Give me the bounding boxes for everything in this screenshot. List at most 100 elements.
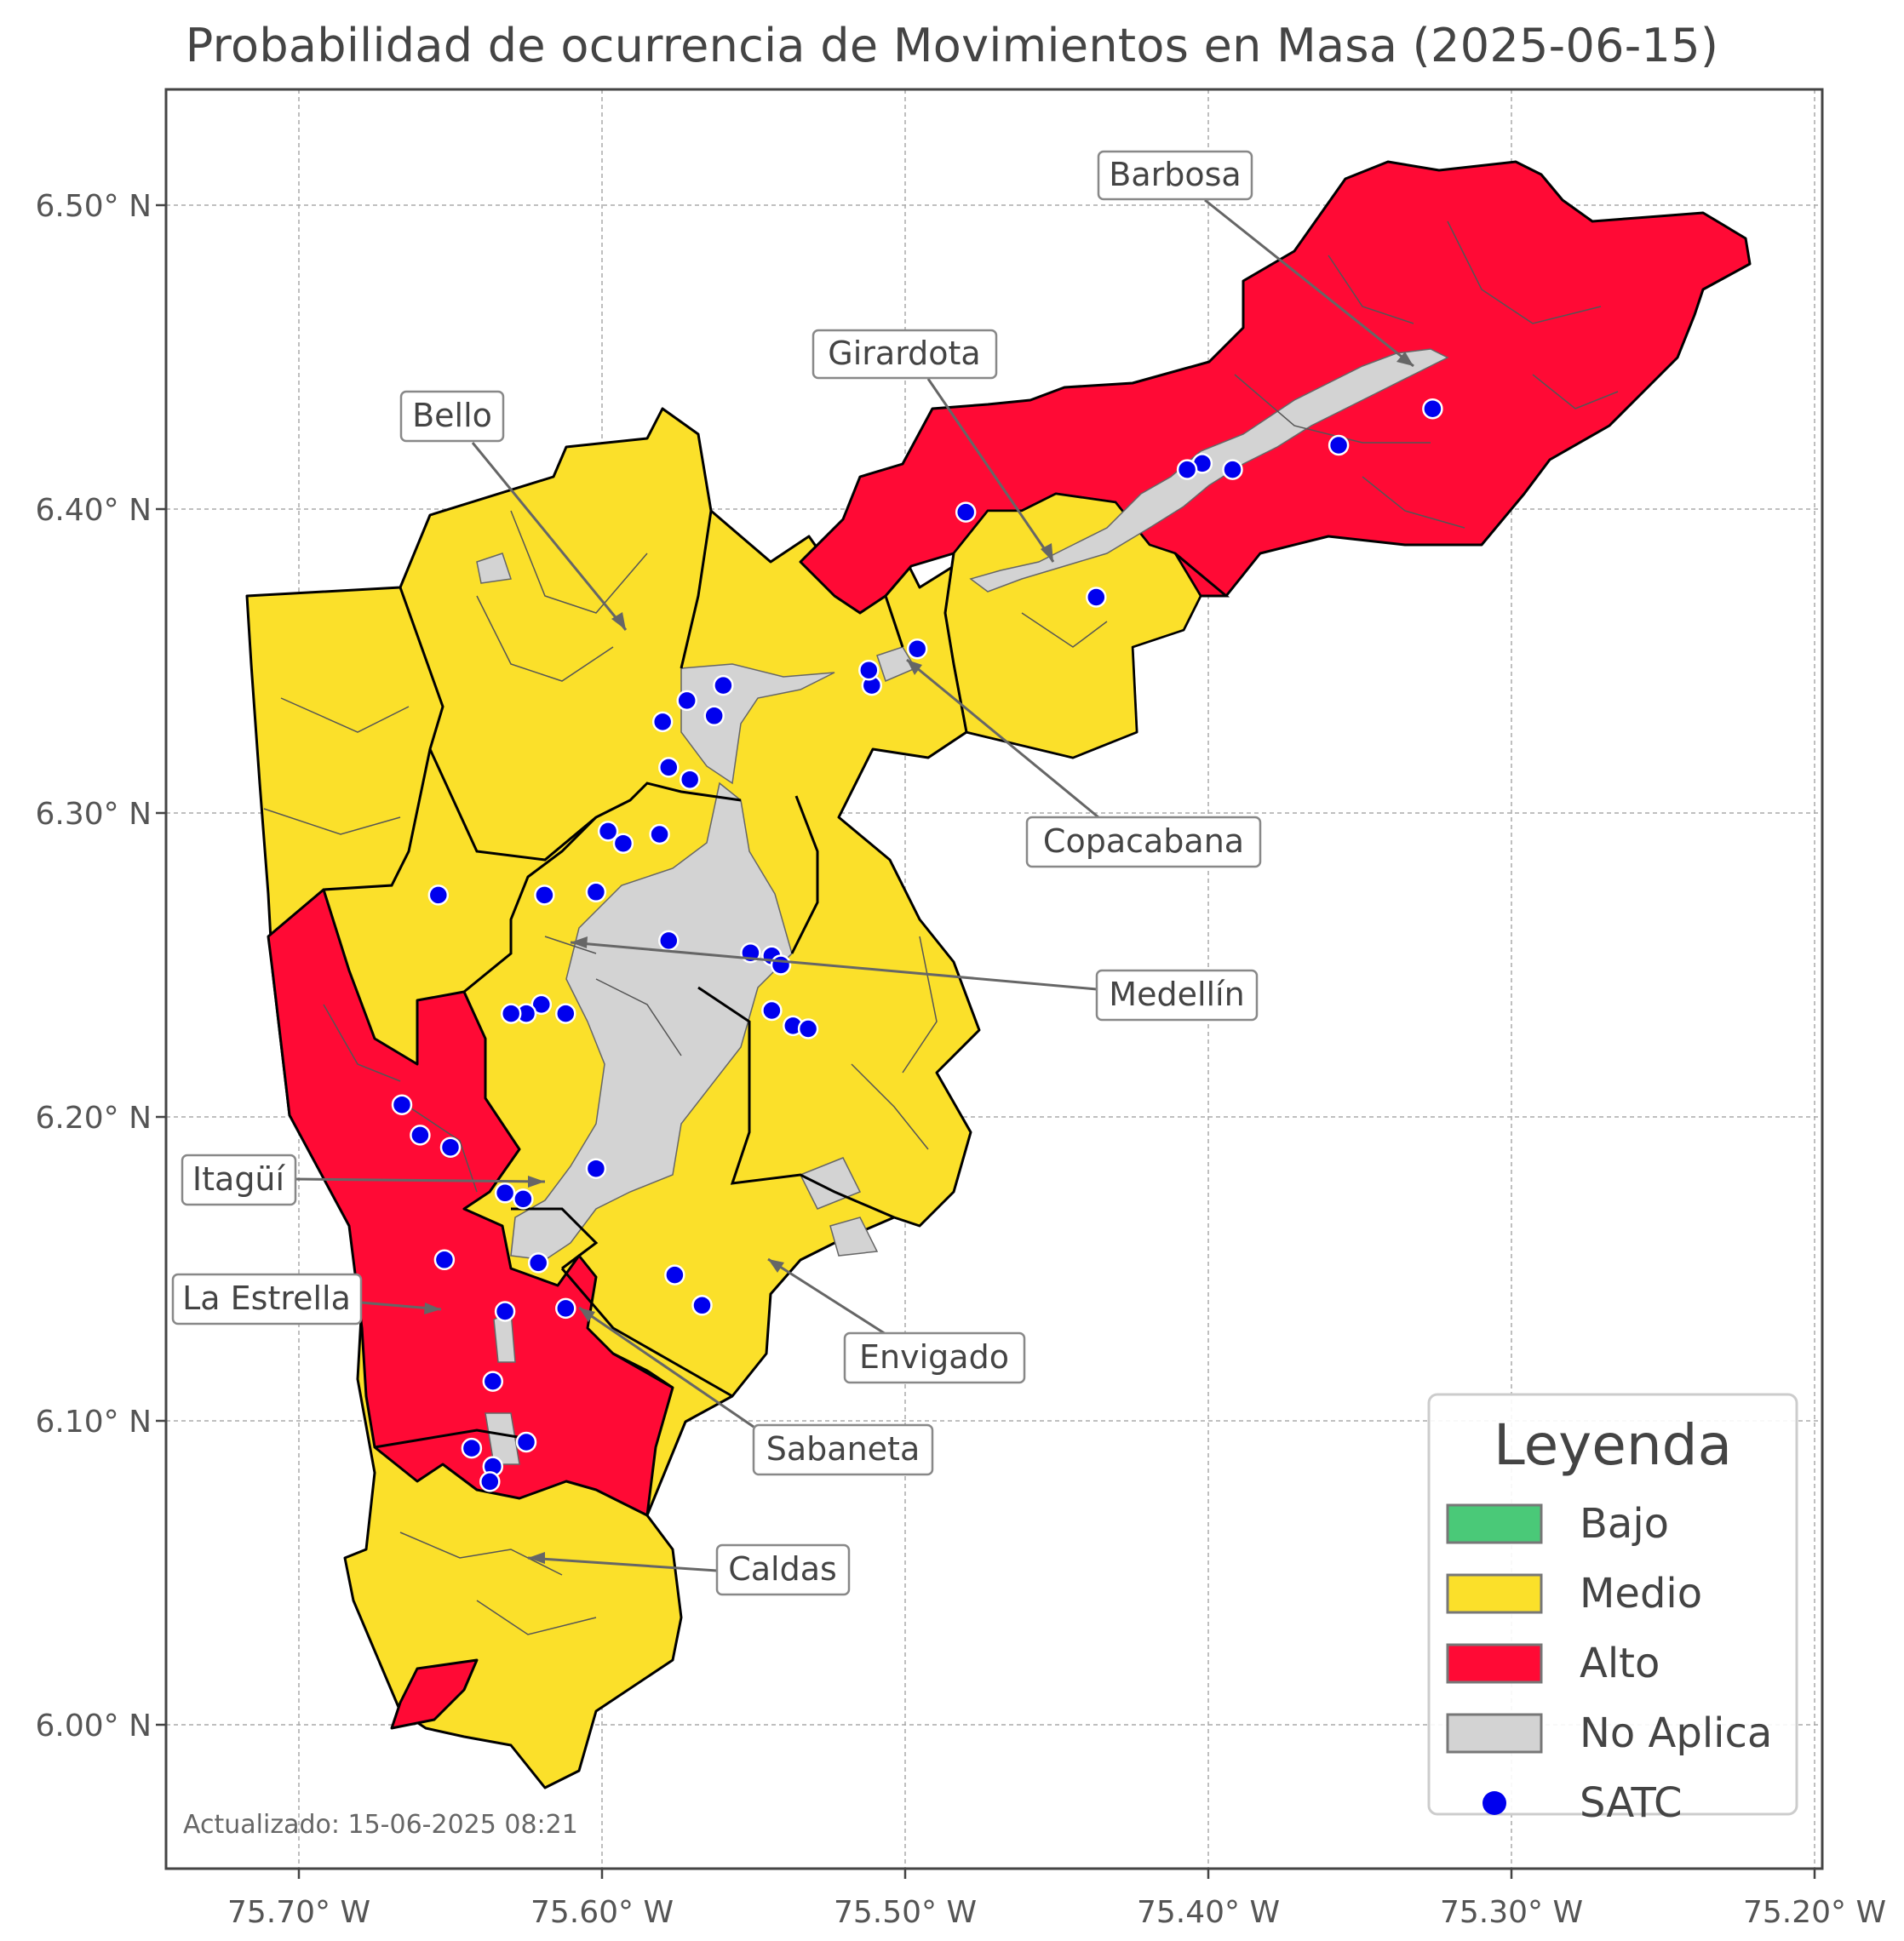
region-alto-west [267, 888, 674, 1517]
annotation-itagui: Itagüí [181, 1154, 546, 1206]
satc-station-marker [391, 1094, 413, 1115]
satc-station-marker [585, 1158, 607, 1179]
satc-station-marker [530, 993, 553, 1016]
satc-station-marker [797, 1018, 819, 1039]
annotation-sabaneta-label: Sabaneta [766, 1430, 920, 1468]
satc-station-marker [761, 999, 783, 1022]
annotation-la-estrella: La Estrella [171, 1273, 442, 1325]
legend-swatch [1446, 1503, 1543, 1544]
x-tick-label: 75.50° W [834, 1895, 977, 1930]
satc-station-marker [534, 885, 555, 906]
annotation-bello: Bello [399, 390, 628, 631]
satc-station-marker [500, 1003, 522, 1024]
plot-frame [164, 88, 1824, 1870]
legend-swatch [1446, 1643, 1543, 1684]
x-tick-label: 75.20° W [1743, 1895, 1886, 1930]
annotation-medellin-label: Medellín [1109, 976, 1244, 1013]
annotations: Barbosa Girardota Bello Copacabana Medel… [171, 150, 1414, 1596]
y-axis-labels: 6.50° N 6.40° N 6.30° N 6.20° N 6.10° N … [35, 189, 152, 1743]
satc-station-marker [494, 1182, 516, 1204]
region-alto-south [390, 1658, 479, 1730]
legend: Leyenda Bajo Medio Alto No Aplica SATC [1427, 1393, 1798, 1827]
y-tick-label: 6.10° N [35, 1405, 152, 1440]
vereda-boundaries [263, 220, 1619, 1635]
satc-station-marker [585, 881, 607, 903]
satc-station-marker [1086, 587, 1107, 608]
satc-station-marker [658, 930, 680, 952]
legend-marker [1482, 1791, 1506, 1815]
satc-station-marker [1222, 459, 1243, 480]
legend-label: SATC [1580, 1779, 1683, 1827]
annotation-itagui-label: Itagüí [192, 1160, 286, 1198]
satc-station-marker [906, 638, 928, 660]
satc-station-marker [955, 501, 977, 523]
satc-station-marker [433, 1249, 456, 1271]
x-tick-label: 75.60° W [530, 1895, 674, 1930]
legend-label: Medio [1580, 1570, 1702, 1618]
annotation-barbosa-label: Barbosa [1109, 156, 1241, 193]
annotation-la-estrella-label: La Estrella [182, 1280, 351, 1317]
legend-item-alto: Alto [1446, 1640, 1660, 1687]
annotation-copacabana: Copacabana [906, 658, 1262, 868]
satc-station-marker [515, 1431, 537, 1453]
satc-station-marker [479, 1471, 501, 1492]
legend-swatch [1446, 1573, 1543, 1614]
legend-title: Leyenda [1494, 1412, 1732, 1478]
satc-station-marker [494, 1301, 516, 1322]
satc-station-marker [555, 1297, 576, 1320]
satc-station-marker [651, 711, 674, 733]
map-title: Probabilidad de ocurrencia de Movimiento… [185, 19, 1719, 72]
satc-station-marker [1176, 459, 1198, 480]
satc-station-marker [676, 690, 697, 712]
x-tick-label: 75.70° W [227, 1895, 370, 1930]
annotation-barbosa: Barbosa [1097, 150, 1414, 368]
legend-label: Bajo [1580, 1500, 1669, 1548]
satc-stations [391, 398, 1443, 1492]
satc-station-marker [664, 1264, 685, 1285]
satc-station-marker [703, 705, 725, 727]
legend-item-no-aplica: No Aplica [1446, 1709, 1772, 1757]
legend-swatch [1446, 1713, 1543, 1754]
satc-station-marker [612, 833, 634, 854]
legend-label: No Aplica [1580, 1709, 1772, 1757]
satc-station-marker [649, 823, 670, 845]
satc-station-marker [1328, 434, 1350, 456]
legend-label: Alto [1580, 1640, 1660, 1687]
annotation-envigado-label: Envigado [859, 1338, 1009, 1376]
satc-station-marker [679, 769, 701, 790]
legend-item-bajo: Bajo [1446, 1500, 1669, 1548]
annotation-caldas: Caldas [527, 1543, 851, 1596]
annotation-copacabana-label: Copacabana [1043, 822, 1244, 860]
x-axis-labels: 75.70° W 75.60° W 75.50° W 75.40° W 75.3… [227, 1895, 1886, 1930]
region-alto-northeast [799, 160, 1752, 615]
satc-station-marker [555, 1003, 576, 1024]
y-tick-label: 6.00° N [35, 1709, 152, 1743]
legend-item-satc: SATC [1482, 1779, 1683, 1827]
y-tick-label: 6.50° N [35, 189, 152, 224]
annotation-caldas-label: Caldas [728, 1550, 837, 1588]
satc-station-marker [439, 1137, 462, 1158]
legend-item-medio: Medio [1446, 1570, 1702, 1618]
satc-station-marker [1422, 398, 1443, 420]
municipal-boundaries [323, 510, 1230, 1449]
satc-station-marker [597, 821, 619, 842]
annotation-sabaneta: Sabaneta [578, 1306, 934, 1476]
satc-station-marker [713, 674, 734, 696]
annotation-bello-label: Bello [412, 397, 492, 434]
satc-station-marker [858, 659, 880, 681]
annotation-envigado: Envigado [767, 1257, 1026, 1384]
satc-station-marker [410, 1125, 431, 1146]
satc-station-marker [658, 757, 680, 778]
updated-timestamp: Actualizado: 15-06-2025 08:21 [183, 1810, 578, 1840]
y-tick-label: 6.40° N [35, 493, 152, 528]
satc-station-marker [770, 954, 792, 976]
satc-station-marker [691, 1295, 713, 1316]
annotation-girardota-label: Girardota [828, 335, 980, 372]
y-tick-label: 6.20° N [35, 1101, 152, 1136]
tick-marks [156, 203, 1816, 1879]
x-tick-label: 75.40° W [1137, 1895, 1280, 1930]
annotation-medellin: Medellín [570, 936, 1259, 1022]
satc-station-marker [527, 1252, 549, 1274]
satc-station-marker [427, 885, 450, 906]
